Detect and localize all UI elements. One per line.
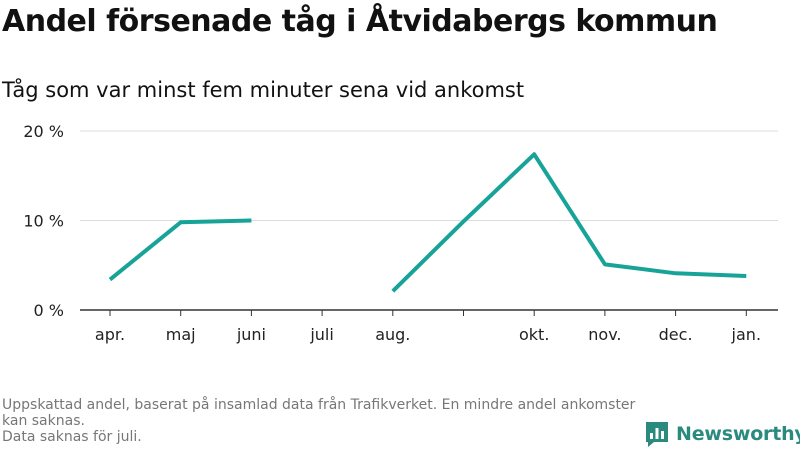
x-tick-label: juni xyxy=(236,325,266,344)
y-tick-label: 20 % xyxy=(23,122,64,141)
bar-chart-speech-bubble-icon xyxy=(646,422,668,447)
y-tick-label: 10 % xyxy=(23,212,64,231)
footnote-line-1: Uppskattad andel, baserat på insamlad da… xyxy=(2,397,636,429)
line-chart: 0 % 10 % 20 % apr. maj juni juli aug. okt. nov. de… xyxy=(23,122,778,344)
footnote: Uppskattad andel, baserat på insamlad da… xyxy=(2,397,642,445)
series-line xyxy=(108,218,252,282)
x-tick-label: nov. xyxy=(588,325,621,344)
logo-text: Newsworthy xyxy=(676,423,800,445)
x-tick-label: dec. xyxy=(659,325,693,344)
x-tick-label: okt. xyxy=(519,325,549,344)
newsworthy-logo: Newsworthy xyxy=(644,420,800,448)
x-tick-label: apr. xyxy=(95,325,125,344)
y-tick-label: 0 % xyxy=(34,301,64,320)
chart-title: Andel försenade tåg i Åtvidabergs kommun xyxy=(2,4,718,39)
x-tick-label: maj xyxy=(166,325,196,344)
x-tick-label: jan. xyxy=(731,325,761,344)
series-line xyxy=(391,152,747,293)
footnote-line-2: Data saknas för juli. xyxy=(2,429,142,445)
x-tick-label: juli xyxy=(309,325,333,344)
chart-subtitle: Tåg som var minst fem minuter sena vid a… xyxy=(2,78,525,102)
x-tick-label: aug. xyxy=(375,325,410,344)
